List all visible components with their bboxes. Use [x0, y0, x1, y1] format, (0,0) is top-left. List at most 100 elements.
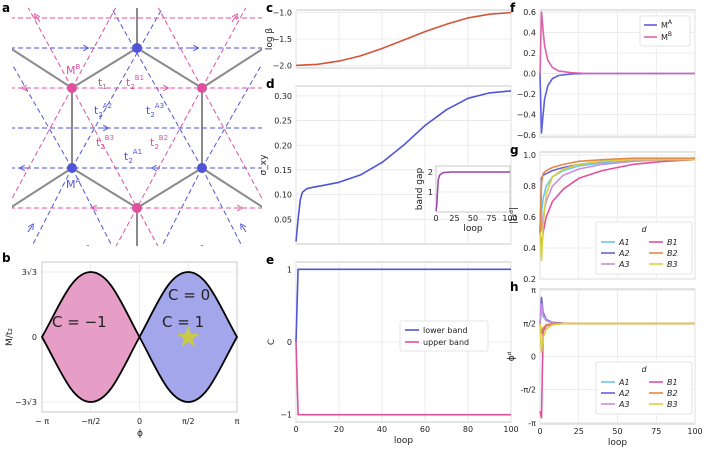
region-label-c0: C = 0	[168, 286, 210, 304]
legend-box	[639, 15, 691, 47]
ytick: 0.0	[523, 70, 536, 79]
inset-x-label: loop	[463, 224, 483, 234]
ytick: −1	[280, 411, 292, 420]
panel-a: a	[2, 1, 262, 246]
site-a	[132, 43, 142, 53]
legend-label: B2	[667, 389, 678, 398]
ytick: 1.0	[523, 151, 536, 160]
xtick: 40	[377, 425, 387, 434]
region-label-cp1: C = 1	[162, 313, 204, 331]
ytick: −1.5	[273, 35, 292, 44]
site-a	[67, 163, 77, 173]
legend-label: MA	[661, 19, 673, 30]
ytick: 0.10	[274, 191, 292, 200]
xtick: 80	[463, 425, 473, 434]
series-line-bandgap	[435, 171, 510, 212]
ytick: 0	[531, 353, 536, 362]
xtick: 100	[503, 425, 518, 434]
legend-label: B3	[667, 260, 678, 269]
panel-b-label: b	[2, 251, 11, 265]
legend-e: lower band upper band	[399, 320, 489, 352]
series-line-upperband	[295, 341, 511, 416]
xtick: 75	[651, 427, 661, 436]
ytick: 0.4	[523, 29, 536, 38]
legend-label: A2	[618, 249, 630, 258]
series-line-a3	[539, 158, 695, 233]
panel-e-label: e	[266, 253, 274, 267]
legend-label: B3	[667, 400, 678, 409]
xtick: 20	[334, 425, 344, 434]
b-nnn-bonds	[12, 8, 262, 246]
inset-xtick: 0	[433, 214, 438, 223]
panel-h-label: h	[510, 280, 519, 294]
lattice-labels: t1 t2B1 t2A2 t2A3 t2B3 t2B2 t2A1 MB MA	[66, 63, 168, 191]
panel-f: f 0.6 0.4 0.2 0.0 −0.2 −0.4 −0.6	[510, 1, 696, 140]
arrow-icon	[27, 226, 32, 233]
ytick: −0.2	[517, 90, 536, 99]
legend-box	[595, 361, 693, 415]
series-line-xy	[295, 90, 512, 242]
a-nnn-bonds	[12, 8, 262, 246]
y-axis-label: M/t₂	[5, 328, 15, 346]
xtick: 0	[537, 427, 542, 436]
label-t2-b2: t2B2	[150, 134, 168, 151]
lattice	[12, 8, 262, 246]
inset-xtick: 25	[449, 214, 459, 223]
region-label-cm1: C = −1	[52, 313, 107, 331]
y-axis-label: ϕᵈ	[507, 351, 517, 361]
legend-label: A3	[618, 260, 630, 269]
y-axis-label: σ_xy	[259, 154, 269, 176]
ytick: 3√3	[22, 268, 37, 277]
ytick: 0.8	[523, 182, 536, 191]
ytick: π/2	[523, 319, 536, 328]
x-axis-label: ϕ	[137, 429, 143, 439]
ytick: π	[531, 286, 536, 295]
y-axis-label: |t₂ᵈ|	[509, 207, 519, 224]
label-t2-a1: t2A1	[124, 148, 142, 165]
legend-label: B1	[667, 238, 678, 247]
ytick: 0	[287, 338, 292, 347]
ytick: 0.25	[274, 117, 292, 126]
panel-c: c −1.0 −1.5 −2.0 log β	[265, 1, 512, 70]
inset-y-label: band gap	[415, 167, 425, 210]
series-line-b3	[539, 158, 695, 262]
ytick: 0.6	[523, 8, 536, 17]
ytick: 0.05	[274, 215, 292, 224]
y-axis-label: log β	[265, 28, 275, 51]
ytick: 0.2	[523, 49, 536, 58]
x-axis-label: loop	[394, 436, 414, 446]
xtick: 50	[612, 427, 622, 436]
series-line-lowerband	[295, 268, 511, 343]
inset-plot-area	[435, 165, 511, 213]
legend-box	[399, 320, 489, 352]
ytick: −0.4	[517, 110, 536, 119]
x-axis-label: loop	[608, 438, 628, 448]
panel-c-label: c	[266, 1, 273, 15]
panel-g-label: g	[510, 143, 519, 157]
label-t2-b1: t2B1	[126, 74, 144, 91]
label-t2-a3: t2A3	[146, 102, 164, 119]
ytick: -π	[528, 419, 536, 428]
legend-label: lower band	[423, 326, 468, 335]
site-b	[67, 83, 77, 93]
xtick: 25	[574, 427, 584, 436]
inset-ytick: 2	[428, 168, 433, 177]
legend-g: d A1 B1 A2 B2 A3 B3	[595, 221, 693, 275]
ytick: 0.15	[274, 166, 292, 175]
panel-d: d0.30 0.25 0.20 0.15 0.10 0.05 σ_xy	[259, 77, 512, 245]
site-b	[197, 83, 207, 93]
ytick: −0.6	[517, 131, 536, 140]
ytick: −2.0	[273, 61, 292, 70]
ytick: −1.0	[273, 9, 292, 18]
panel-d-inset: 2 1 0 25 50 75 100 loop band gap	[415, 165, 518, 234]
legend-title: d	[641, 225, 647, 234]
label-ma: MA	[66, 177, 81, 191]
star-icon	[177, 326, 200, 347]
nn-bonds	[12, 8, 262, 246]
arrow-icon	[242, 226, 247, 233]
legend-h: d A1 B1 A2 B2 A3 B3	[595, 361, 693, 415]
ytick: -π/2	[521, 386, 537, 395]
